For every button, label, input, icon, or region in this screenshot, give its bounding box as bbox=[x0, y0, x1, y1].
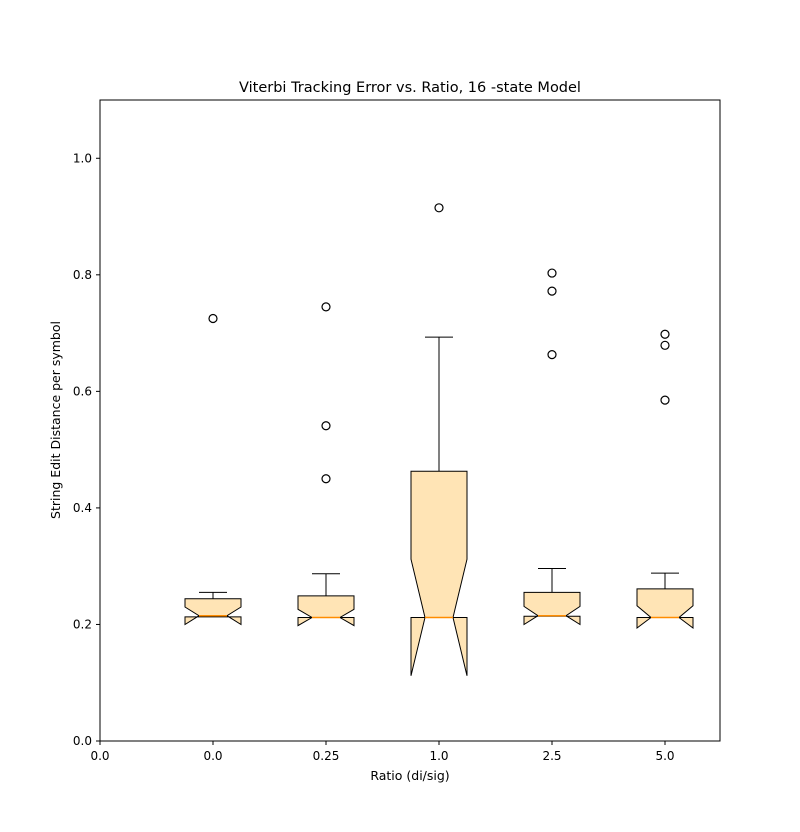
outlier-point bbox=[321, 421, 331, 431]
notched-box bbox=[523, 591, 581, 626]
outlier-point bbox=[321, 302, 331, 312]
box-group-0-25 bbox=[297, 302, 355, 627]
notched-box bbox=[410, 470, 468, 676]
box-group-0-0 bbox=[184, 313, 242, 626]
outlier-point bbox=[547, 350, 557, 360]
y-axis-label: String Edit Distance per symbol bbox=[48, 321, 63, 519]
x-tick-label: 0.0 bbox=[90, 749, 109, 763]
x-axis-label: Ratio (di/sig) bbox=[370, 768, 449, 783]
notched-box bbox=[184, 598, 242, 626]
notched-box bbox=[297, 595, 355, 627]
y-tick-label: 0.0 bbox=[73, 734, 92, 748]
x-tick-label: 1.0 bbox=[429, 749, 448, 763]
plot-area: 0.00.20.40.60.81.00.0 0.0 0.25 1.0 2.5 5.0 bbox=[73, 99, 721, 763]
outlier-point bbox=[434, 203, 444, 213]
chart-title: Viterbi Tracking Error vs. Ratio, 16 -st… bbox=[239, 80, 581, 96]
x-tick-label: 0.25 bbox=[313, 749, 340, 763]
y-tick-label: 1.0 bbox=[73, 151, 92, 165]
plot-frame bbox=[99, 99, 721, 742]
notched-box bbox=[636, 588, 694, 629]
box-group-5-0 bbox=[636, 329, 694, 629]
y-tick-label: 0.2 bbox=[73, 617, 92, 631]
outlier-point bbox=[547, 286, 557, 296]
y-tick-label: 0.6 bbox=[73, 384, 92, 398]
outlier-point bbox=[660, 395, 670, 405]
x-tick-label: 2.5 bbox=[542, 749, 561, 763]
x-tick-label: 5.0 bbox=[655, 749, 674, 763]
outlier-point bbox=[660, 329, 670, 339]
y-tick-label: 0.4 bbox=[73, 501, 92, 515]
outlier-point bbox=[547, 268, 557, 278]
box-group-2-5 bbox=[523, 268, 581, 626]
y-tick-label: 0.8 bbox=[73, 268, 92, 282]
outlier-point bbox=[321, 474, 331, 484]
outlier-point bbox=[660, 340, 670, 350]
box-group-1-0 bbox=[410, 203, 468, 676]
outlier-point bbox=[208, 313, 218, 324]
x-tick-label: 0.0 bbox=[203, 749, 222, 763]
